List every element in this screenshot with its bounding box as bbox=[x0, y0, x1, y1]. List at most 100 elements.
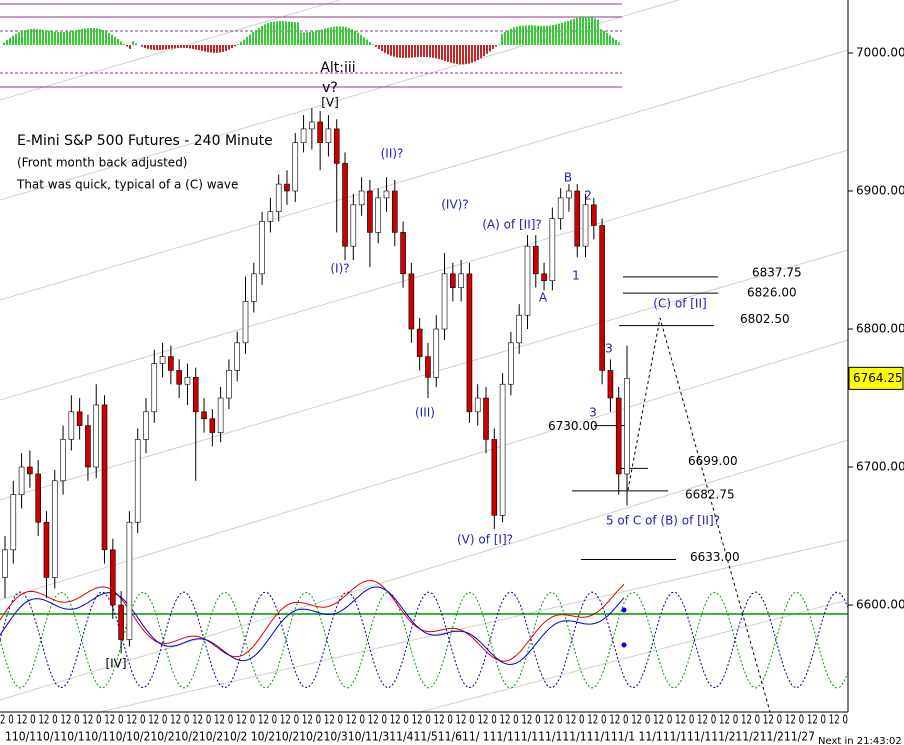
candle-body bbox=[309, 121, 315, 130]
histogram-bar bbox=[363, 37, 365, 45]
histogram-bar bbox=[327, 27, 329, 45]
histogram-bar bbox=[66, 31, 68, 45]
histogram-bar bbox=[330, 27, 332, 45]
histogram-bar bbox=[54, 31, 56, 45]
histogram-bar bbox=[36, 29, 38, 45]
histogram-bar bbox=[123, 43, 125, 45]
histogram-bar bbox=[159, 45, 161, 50]
histogram-bar bbox=[384, 45, 386, 53]
candle-body bbox=[441, 273, 448, 330]
histogram-bar bbox=[192, 45, 194, 49]
candle-body bbox=[425, 356, 431, 378]
histogram-bar bbox=[516, 26, 518, 45]
candle-body bbox=[375, 197, 382, 233]
x-axis-dates: 110/110/110/110/110/10/210/210/210/210/2… bbox=[5, 730, 815, 744]
histogram-bar bbox=[522, 25, 524, 45]
candle-body bbox=[615, 397, 622, 475]
osc-dot bbox=[621, 607, 627, 613]
chart-title: E-Mini S&P 500 Futures - 240 Minute bbox=[17, 133, 273, 149]
histogram-bar bbox=[51, 31, 53, 45]
y-tick-label: 7000.00 bbox=[856, 45, 904, 59]
histogram-bar bbox=[132, 41, 134, 45]
cycle-line bbox=[0, 591, 849, 689]
candle-body bbox=[76, 411, 83, 426]
histogram-bar bbox=[96, 28, 98, 45]
candle-body bbox=[582, 204, 589, 247]
osc-line bbox=[0, 586, 625, 665]
histogram-bar bbox=[597, 19, 599, 45]
histogram-bar bbox=[126, 45, 128, 47]
histogram-bar bbox=[261, 25, 263, 45]
histogram-bar bbox=[513, 27, 515, 45]
histogram-bar bbox=[270, 22, 272, 45]
histogram-bar bbox=[411, 45, 413, 58]
candle-body bbox=[51, 480, 58, 578]
candle-body bbox=[176, 370, 182, 385]
histogram-bar bbox=[393, 45, 395, 57]
histogram-bar bbox=[480, 45, 482, 59]
histogram-bar bbox=[360, 34, 362, 45]
histogram-bar bbox=[585, 16, 587, 45]
histogram-bar bbox=[198, 45, 200, 51]
candle-body bbox=[60, 439, 66, 482]
annotation: 3 bbox=[605, 342, 613, 356]
annotation: (I)? bbox=[330, 262, 349, 276]
histogram-bar bbox=[606, 33, 608, 45]
candle-body bbox=[350, 204, 357, 247]
histogram-bar bbox=[552, 25, 554, 45]
status-text: Next in 21:43:02 bbox=[818, 736, 902, 745]
candle-body bbox=[408, 273, 415, 330]
annotation: 1 bbox=[572, 269, 580, 283]
annotation: B bbox=[564, 171, 572, 185]
histogram-bar bbox=[180, 45, 182, 48]
histogram-bar bbox=[531, 25, 533, 45]
candle-body bbox=[433, 328, 440, 378]
histogram-bar bbox=[459, 45, 461, 65]
histogram-bar bbox=[120, 41, 122, 45]
histogram-bar bbox=[375, 45, 377, 47]
candle-body bbox=[85, 425, 91, 468]
histogram-bar bbox=[201, 45, 203, 51]
histogram-bar bbox=[357, 32, 359, 45]
histogram-bar bbox=[618, 42, 620, 45]
candle-body bbox=[499, 383, 506, 516]
candle-body bbox=[383, 190, 390, 199]
candle-body bbox=[159, 356, 166, 364]
histogram-bar bbox=[372, 44, 374, 45]
candle-body bbox=[607, 370, 614, 399]
histogram-bar bbox=[6, 40, 8, 45]
histogram-bar bbox=[333, 26, 335, 45]
histogram-bar bbox=[84, 28, 86, 45]
osc-dot bbox=[621, 642, 627, 648]
candle-body bbox=[68, 411, 75, 440]
candle-body bbox=[168, 356, 174, 371]
y-tick-label: 6700.00 bbox=[856, 460, 904, 474]
candle-body bbox=[566, 190, 572, 199]
histogram-bar bbox=[12, 35, 14, 45]
histogram-bar bbox=[342, 26, 344, 45]
candle-body bbox=[27, 466, 33, 475]
candle-body bbox=[134, 439, 141, 523]
candle-body bbox=[93, 404, 100, 468]
histogram-bar bbox=[258, 27, 260, 45]
histogram-bar bbox=[456, 45, 458, 65]
candle-body bbox=[242, 301, 249, 344]
candle-body bbox=[483, 397, 489, 440]
histogram-bar bbox=[558, 23, 560, 45]
histogram-bar bbox=[210, 45, 212, 53]
histogram-bar bbox=[426, 45, 428, 58]
histogram-bar bbox=[285, 21, 287, 45]
candle-body bbox=[217, 397, 224, 433]
histogram-bar bbox=[381, 45, 383, 52]
histogram-bar bbox=[294, 22, 296, 45]
histogram-bar bbox=[33, 28, 35, 45]
histogram-bar bbox=[165, 45, 167, 50]
candle-body bbox=[450, 273, 456, 288]
histogram-bar bbox=[534, 25, 536, 45]
histogram-bar bbox=[507, 30, 509, 45]
histogram-bar bbox=[576, 18, 578, 45]
histogram-bar bbox=[240, 41, 242, 45]
last-price-box bbox=[848, 366, 904, 390]
histogram-bar bbox=[279, 20, 281, 45]
